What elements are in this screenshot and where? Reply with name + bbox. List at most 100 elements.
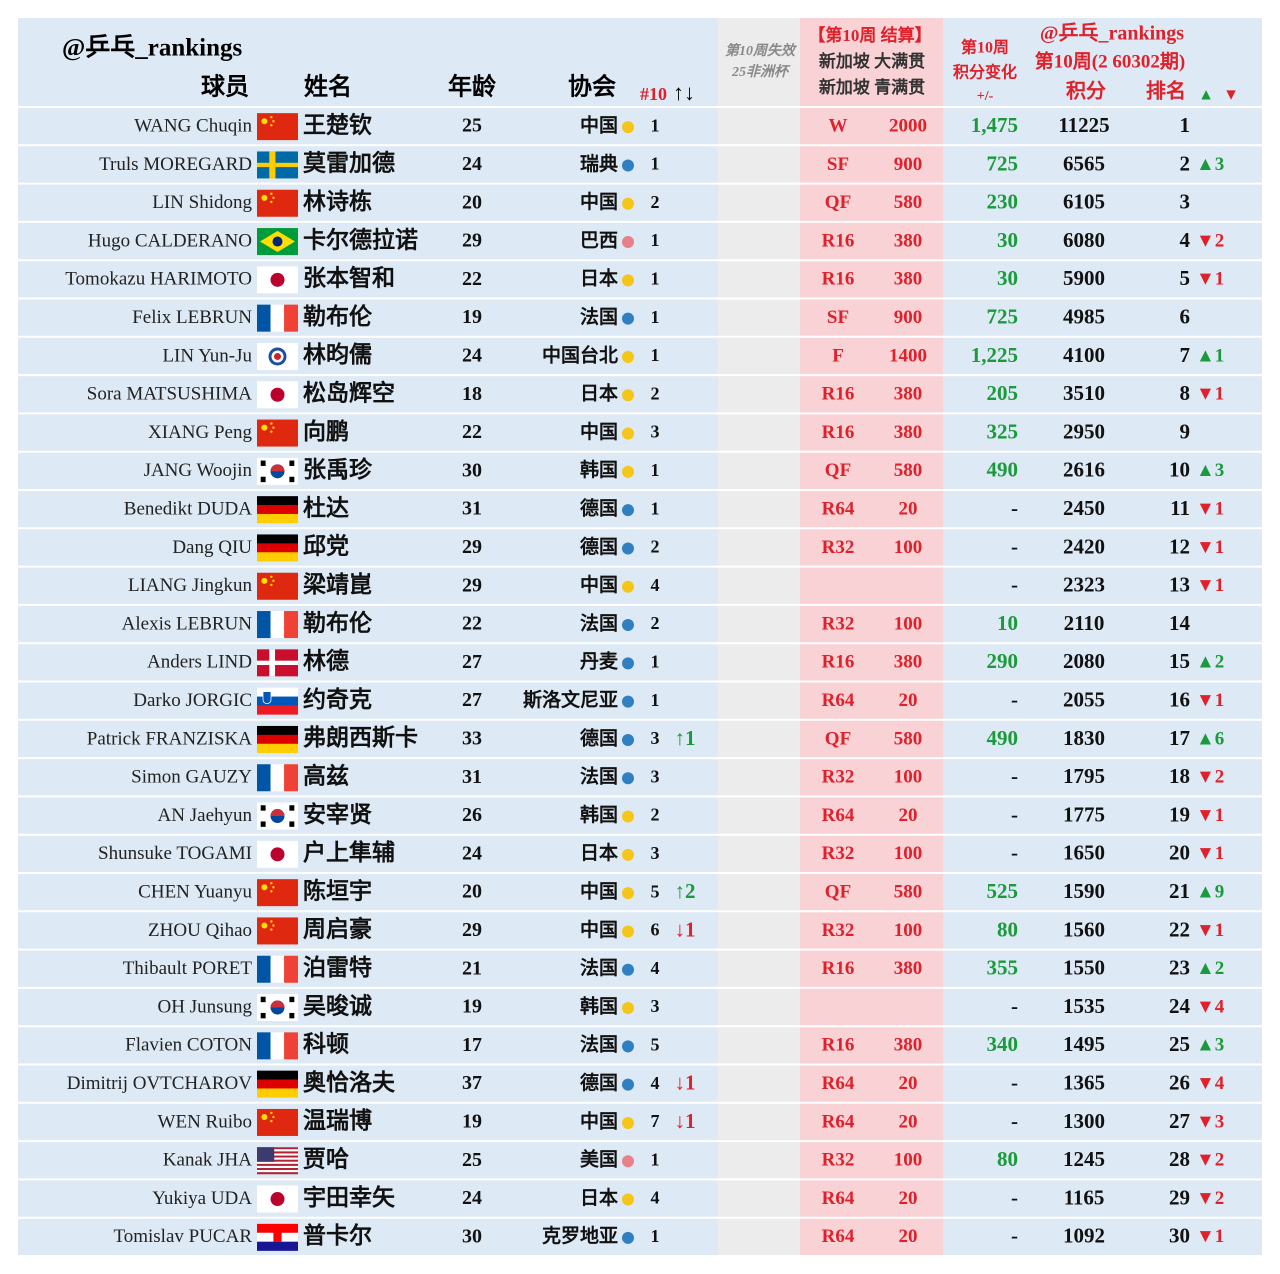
age: 21	[462, 957, 482, 979]
n10-count: 1	[651, 154, 660, 174]
total-points: 2110	[1064, 611, 1105, 635]
flag-part	[257, 1161, 298, 1164]
flag-part	[257, 304, 271, 332]
rank: 6	[1180, 304, 1191, 328]
result-stage: R64	[822, 805, 855, 826]
result-stage: R16	[822, 269, 855, 290]
player-name-zh: 约奇克	[303, 686, 372, 712]
age: 24	[462, 842, 482, 864]
total-points: 3510	[1063, 381, 1105, 405]
total-points: 1245	[1063, 1147, 1105, 1171]
association-dot	[622, 542, 634, 555]
total-points: 2420	[1063, 534, 1105, 558]
col-header: +/-	[977, 89, 994, 104]
flag-part	[260, 1012, 266, 1019]
player-name-zh: 周启豪	[303, 916, 372, 942]
flag-part	[257, 1223, 298, 1234]
n10-count: 2	[651, 613, 660, 633]
association: 斯洛文尼亚	[523, 688, 618, 711]
association: 中国	[580, 1109, 618, 1132]
total-points: 2323	[1063, 573, 1105, 597]
points-change: 490	[987, 458, 1019, 482]
rank-change: ▼3	[1196, 1111, 1224, 1132]
total-points: 2450	[1063, 496, 1105, 520]
total-points: 1550	[1063, 956, 1105, 980]
n10-count: 2	[651, 537, 660, 557]
total-points: 1300	[1063, 1109, 1105, 1133]
n10-change: ↓1	[675, 1070, 696, 1094]
rank: 21	[1169, 879, 1190, 903]
result-points: 580	[894, 728, 923, 749]
flag	[257, 228, 298, 256]
result-points: 1400	[889, 345, 927, 366]
association-dot	[622, 1193, 634, 1206]
rank: 7	[1180, 343, 1191, 367]
player-name-zh: 勒布伦	[303, 303, 373, 329]
player-name-en: Benedikt DUDA	[124, 499, 253, 520]
flag-part	[257, 552, 298, 562]
total-points: 4985	[1063, 304, 1105, 328]
player-name-en: Yukiya UDA	[152, 1188, 252, 1209]
flag-part	[272, 120, 275, 123]
association-dot	[622, 887, 634, 900]
flag-part	[257, 879, 298, 907]
points-change: -	[1011, 841, 1018, 865]
flag	[257, 1032, 298, 1060]
player-name-zh: 张本智和	[303, 265, 395, 291]
result-stage: R64	[822, 1188, 855, 1209]
n10-count: 1	[651, 1149, 660, 1169]
flag	[257, 802, 298, 830]
association: 德国	[580, 726, 618, 749]
association-dot	[622, 657, 634, 670]
player-name-en: ZHOU Qihao	[148, 920, 252, 941]
flag-part	[272, 1115, 275, 1119]
n10-count: 1	[651, 230, 660, 250]
association: 法国	[580, 956, 618, 979]
points-change: -	[1011, 573, 1018, 597]
n10-count: 2	[651, 383, 660, 403]
player-name-zh: 弗朗西斯卡	[303, 724, 418, 750]
result-stage: R16	[822, 384, 855, 405]
n10-count: 3	[651, 766, 660, 786]
player-name-zh: 张禹珍	[303, 456, 373, 482]
player-name-zh: 户上隼辅	[303, 839, 395, 865]
result-points: 100	[894, 537, 923, 558]
rank: 23	[1169, 956, 1190, 980]
age: 25	[462, 1149, 482, 1171]
result-stage: R64	[822, 1226, 855, 1247]
player-name-en: LIN Shidong	[152, 192, 252, 213]
age: 37	[462, 1072, 482, 1094]
rank-change: ▲2	[1196, 652, 1224, 673]
flag-part	[257, 1159, 298, 1162]
points-change: 80	[997, 1147, 1018, 1171]
player-name-zh: 向鹏	[303, 418, 349, 444]
player-name-zh: 贾哈	[303, 1147, 349, 1172]
flag-part	[257, 1172, 298, 1175]
association: 法国	[580, 305, 618, 328]
result-points: 900	[894, 307, 923, 328]
n10-count: 7	[651, 1111, 660, 1131]
flag-part	[289, 460, 295, 466]
flag-part	[270, 464, 285, 472]
player-name-zh: 普卡尔	[303, 1222, 372, 1248]
col-header: 年龄	[448, 73, 497, 101]
association-dot	[622, 1078, 634, 1091]
result-stage: QF	[825, 882, 851, 903]
flag-part	[284, 304, 298, 332]
n10-count: 3	[651, 728, 660, 748]
player-name-zh: 吴晙诚	[303, 992, 372, 1018]
player-name-zh: 林昀儒	[303, 341, 372, 367]
flag-part	[260, 996, 266, 1003]
flag-part	[284, 764, 298, 792]
rank: 14	[1169, 611, 1191, 635]
association-dot	[622, 1040, 634, 1053]
result-points: 20	[899, 1188, 918, 1209]
flag-part	[257, 917, 298, 945]
age: 18	[462, 383, 482, 405]
rank-change: ▲3	[1196, 154, 1224, 175]
flag-part	[260, 821, 266, 827]
player-name-en: Dang QIU	[172, 537, 252, 558]
result-points: 100	[894, 613, 923, 634]
flag-part	[261, 922, 268, 929]
col-header: 【第10周 结算】	[808, 25, 931, 45]
